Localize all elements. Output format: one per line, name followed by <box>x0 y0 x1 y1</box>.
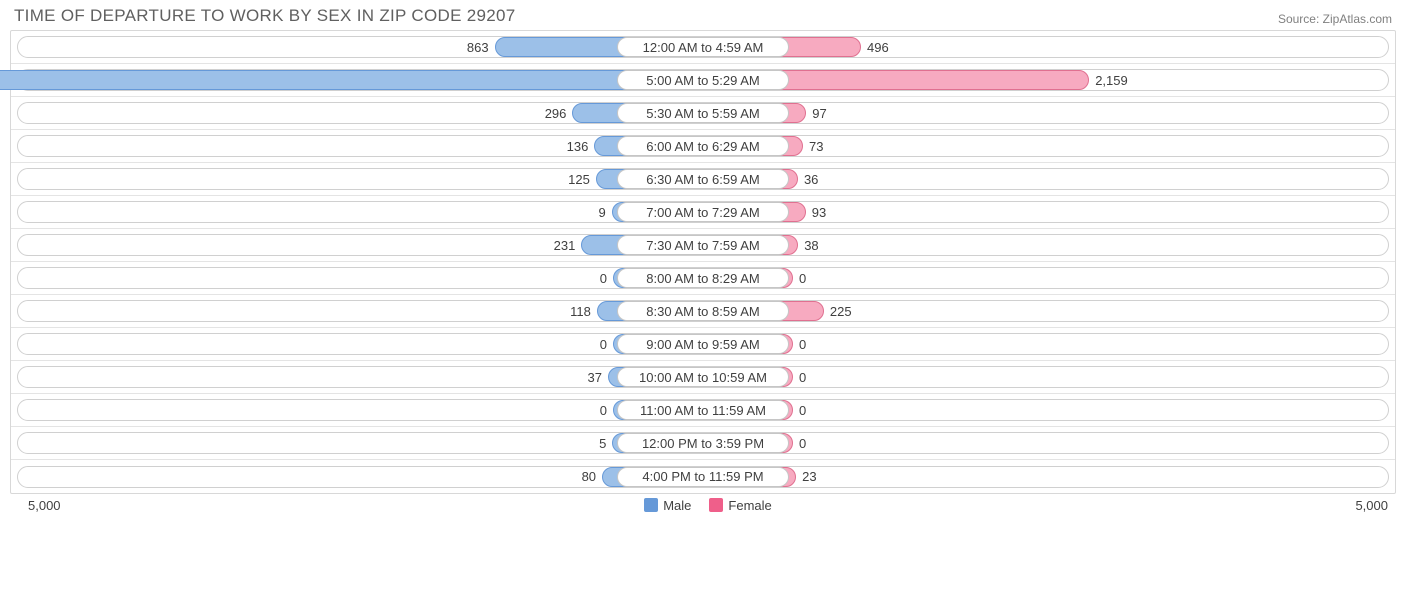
row-track: 0 0 11:00 AM to 11:59 AM <box>17 399 1389 421</box>
female-value: 0 <box>799 367 806 387</box>
chart-row: 37 0 10:00 AM to 10:59 AM <box>11 361 1395 394</box>
female-value: 2,159 <box>1095 70 1128 90</box>
male-value: 37 <box>587 367 601 387</box>
male-value: 296 <box>545 103 567 123</box>
male-value: 863 <box>467 37 489 57</box>
row-track: 5 0 12:00 PM to 3:59 PM <box>17 432 1389 454</box>
male-value: 9 <box>599 202 606 222</box>
row-label: 12:00 AM to 4:59 AM <box>617 37 789 57</box>
female-value: 0 <box>799 400 806 420</box>
legend: Male Female <box>644 498 772 513</box>
row-label: 4:00 PM to 11:59 PM <box>617 467 789 487</box>
legend-swatch <box>709 498 723 512</box>
male-bar <box>0 70 703 90</box>
row-track: 231 38 7:30 AM to 7:59 AM <box>17 234 1389 256</box>
chart-row: 5 0 12:00 PM to 3:59 PM <box>11 427 1395 460</box>
row-track: 125 36 6:30 AM to 6:59 AM <box>17 168 1389 190</box>
row-label: 9:00 AM to 9:59 AM <box>617 334 789 354</box>
chart-footer: 5,000 Male Female 5,000 <box>10 494 1396 513</box>
female-value: 97 <box>812 103 826 123</box>
male-value: 125 <box>568 169 590 189</box>
chart-container: TIME OF DEPARTURE TO WORK BY SEX IN ZIP … <box>0 0 1406 517</box>
chart-row: 136 73 6:00 AM to 6:29 AM <box>11 130 1395 163</box>
male-value: 0 <box>600 400 607 420</box>
legend-swatch <box>644 498 658 512</box>
chart-row: 4,7162,1595:00 AM to 5:29 AM <box>11 64 1395 97</box>
female-value: 73 <box>809 136 823 156</box>
legend-label: Male <box>663 498 691 513</box>
row-track: 136 73 6:00 AM to 6:29 AM <box>17 135 1389 157</box>
row-label: 8:00 AM to 8:29 AM <box>617 268 789 288</box>
chart-body: 86349612:00 AM to 4:59 AM4,7162,1595:00 … <box>10 30 1396 494</box>
row-track: 9 93 7:00 AM to 7:29 AM <box>17 201 1389 223</box>
chart-row: 9 93 7:00 AM to 7:29 AM <box>11 196 1395 229</box>
row-track: 0 0 8:00 AM to 8:29 AM <box>17 267 1389 289</box>
female-value: 225 <box>830 301 852 321</box>
axis-left-label: 5,000 <box>28 498 61 513</box>
row-label: 8:30 AM to 8:59 AM <box>617 301 789 321</box>
female-value: 38 <box>804 235 818 255</box>
chart-row: 80 23 4:00 PM to 11:59 PM <box>11 460 1395 493</box>
female-value: 23 <box>802 467 816 487</box>
female-value: 93 <box>812 202 826 222</box>
header: TIME OF DEPARTURE TO WORK BY SEX IN ZIP … <box>10 6 1396 30</box>
chart-row: 125 36 6:30 AM to 6:59 AM <box>11 163 1395 196</box>
chart-title: TIME OF DEPARTURE TO WORK BY SEX IN ZIP … <box>14 6 516 26</box>
chart-row: 0 0 11:00 AM to 11:59 AM <box>11 394 1395 427</box>
male-value: 231 <box>554 235 576 255</box>
male-value: 80 <box>582 467 596 487</box>
row-label: 6:30 AM to 6:59 AM <box>617 169 789 189</box>
legend-item: Male <box>644 498 691 513</box>
male-value: 5 <box>599 433 606 453</box>
row-track: 37 0 10:00 AM to 10:59 AM <box>17 366 1389 388</box>
female-value: 0 <box>799 334 806 354</box>
female-value: 36 <box>804 169 818 189</box>
row-track: 80 23 4:00 PM to 11:59 PM <box>17 466 1389 488</box>
male-value: 136 <box>567 136 589 156</box>
row-label: 5:00 AM to 5:29 AM <box>617 70 789 90</box>
female-value: 496 <box>867 37 889 57</box>
row-label: 12:00 PM to 3:59 PM <box>617 433 789 453</box>
axis-right-label: 5,000 <box>1355 498 1388 513</box>
chart-row: 296 97 5:30 AM to 5:59 AM <box>11 97 1395 130</box>
female-value: 0 <box>799 433 806 453</box>
row-track: 863 496 12:00 AM to 4:59 AM <box>17 36 1389 58</box>
row-label: 11:00 AM to 11:59 AM <box>617 400 789 420</box>
chart-row: 0 0 9:00 AM to 9:59 AM <box>11 328 1395 361</box>
row-label: 10:00 AM to 10:59 AM <box>617 367 789 387</box>
legend-item: Female <box>709 498 771 513</box>
male-value: 118 <box>570 301 591 321</box>
chart-row: 863 496 12:00 AM to 4:59 AM <box>11 31 1395 64</box>
source-label: Source: ZipAtlas.com <box>1278 12 1392 26</box>
chart-row: 118 225 8:30 AM to 8:59 AM <box>11 295 1395 328</box>
row-track: 296 97 5:30 AM to 5:59 AM <box>17 102 1389 124</box>
row-label: 5:30 AM to 5:59 AM <box>617 103 789 123</box>
legend-label: Female <box>728 498 771 513</box>
male-value: 0 <box>600 334 607 354</box>
female-value: 0 <box>799 268 806 288</box>
male-value: 0 <box>600 268 607 288</box>
row-track: 118 225 8:30 AM to 8:59 AM <box>17 300 1389 322</box>
chart-row: 0 0 8:00 AM to 8:29 AM <box>11 262 1395 295</box>
row-label: 6:00 AM to 6:29 AM <box>617 136 789 156</box>
row-label: 7:30 AM to 7:59 AM <box>617 235 789 255</box>
row-track: 0 0 9:00 AM to 9:59 AM <box>17 333 1389 355</box>
row-track: 4,7162,1595:00 AM to 5:29 AM <box>17 69 1389 91</box>
chart-row: 231 38 7:30 AM to 7:59 AM <box>11 229 1395 262</box>
row-label: 7:00 AM to 7:29 AM <box>617 202 789 222</box>
